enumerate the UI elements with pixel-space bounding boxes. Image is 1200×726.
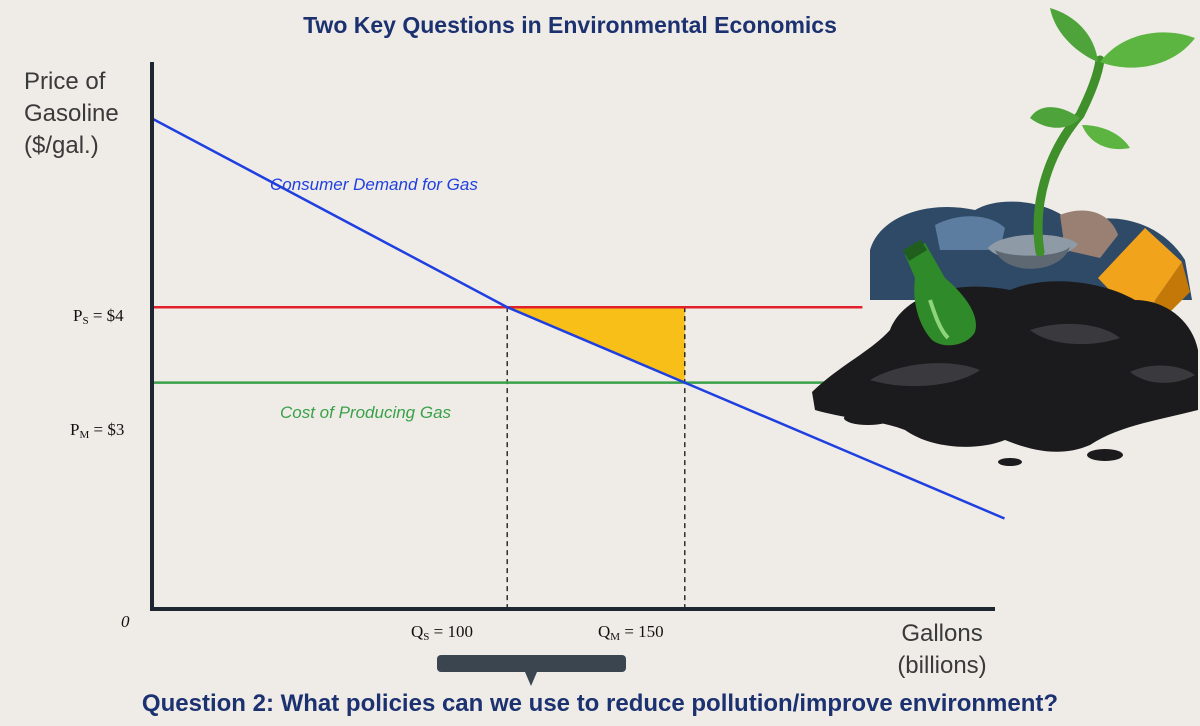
x-axis-label: Gallons (billions) [880, 618, 1004, 682]
sprout-on-trash-pile-icon [812, 8, 1198, 466]
price-tick-ps: PS = $4 [73, 306, 124, 327]
question-text: Question 2: What policies can we use to … [141, 690, 1059, 717]
y-axis-label-line: Price of [24, 68, 106, 95]
y-axis-label-line: ($/gal.) [24, 132, 99, 159]
supply-label: Cost of Producing Gas [280, 403, 452, 422]
demand-line [151, 117, 1005, 520]
demand-label: Consumer Demand for Gas [270, 175, 478, 194]
x-axis-label-line: (billions) [897, 652, 987, 679]
y-axis-label-line: Gasoline [24, 100, 119, 127]
quantity-tick-qs: QS = 100 [411, 622, 473, 643]
chart-title: Two Key Questions in Environmental Econo… [303, 12, 837, 38]
price-tick-pm: PM = $3 [70, 420, 124, 441]
quantity-tick-qm: QM = 150 [598, 622, 664, 643]
x-axis-label-line: Gallons [901, 620, 983, 647]
origin-label: 0 [121, 612, 130, 631]
y-axis-label: Price of Gasoline ($/gal.) [24, 66, 119, 162]
quantity-bracket [437, 655, 626, 686]
